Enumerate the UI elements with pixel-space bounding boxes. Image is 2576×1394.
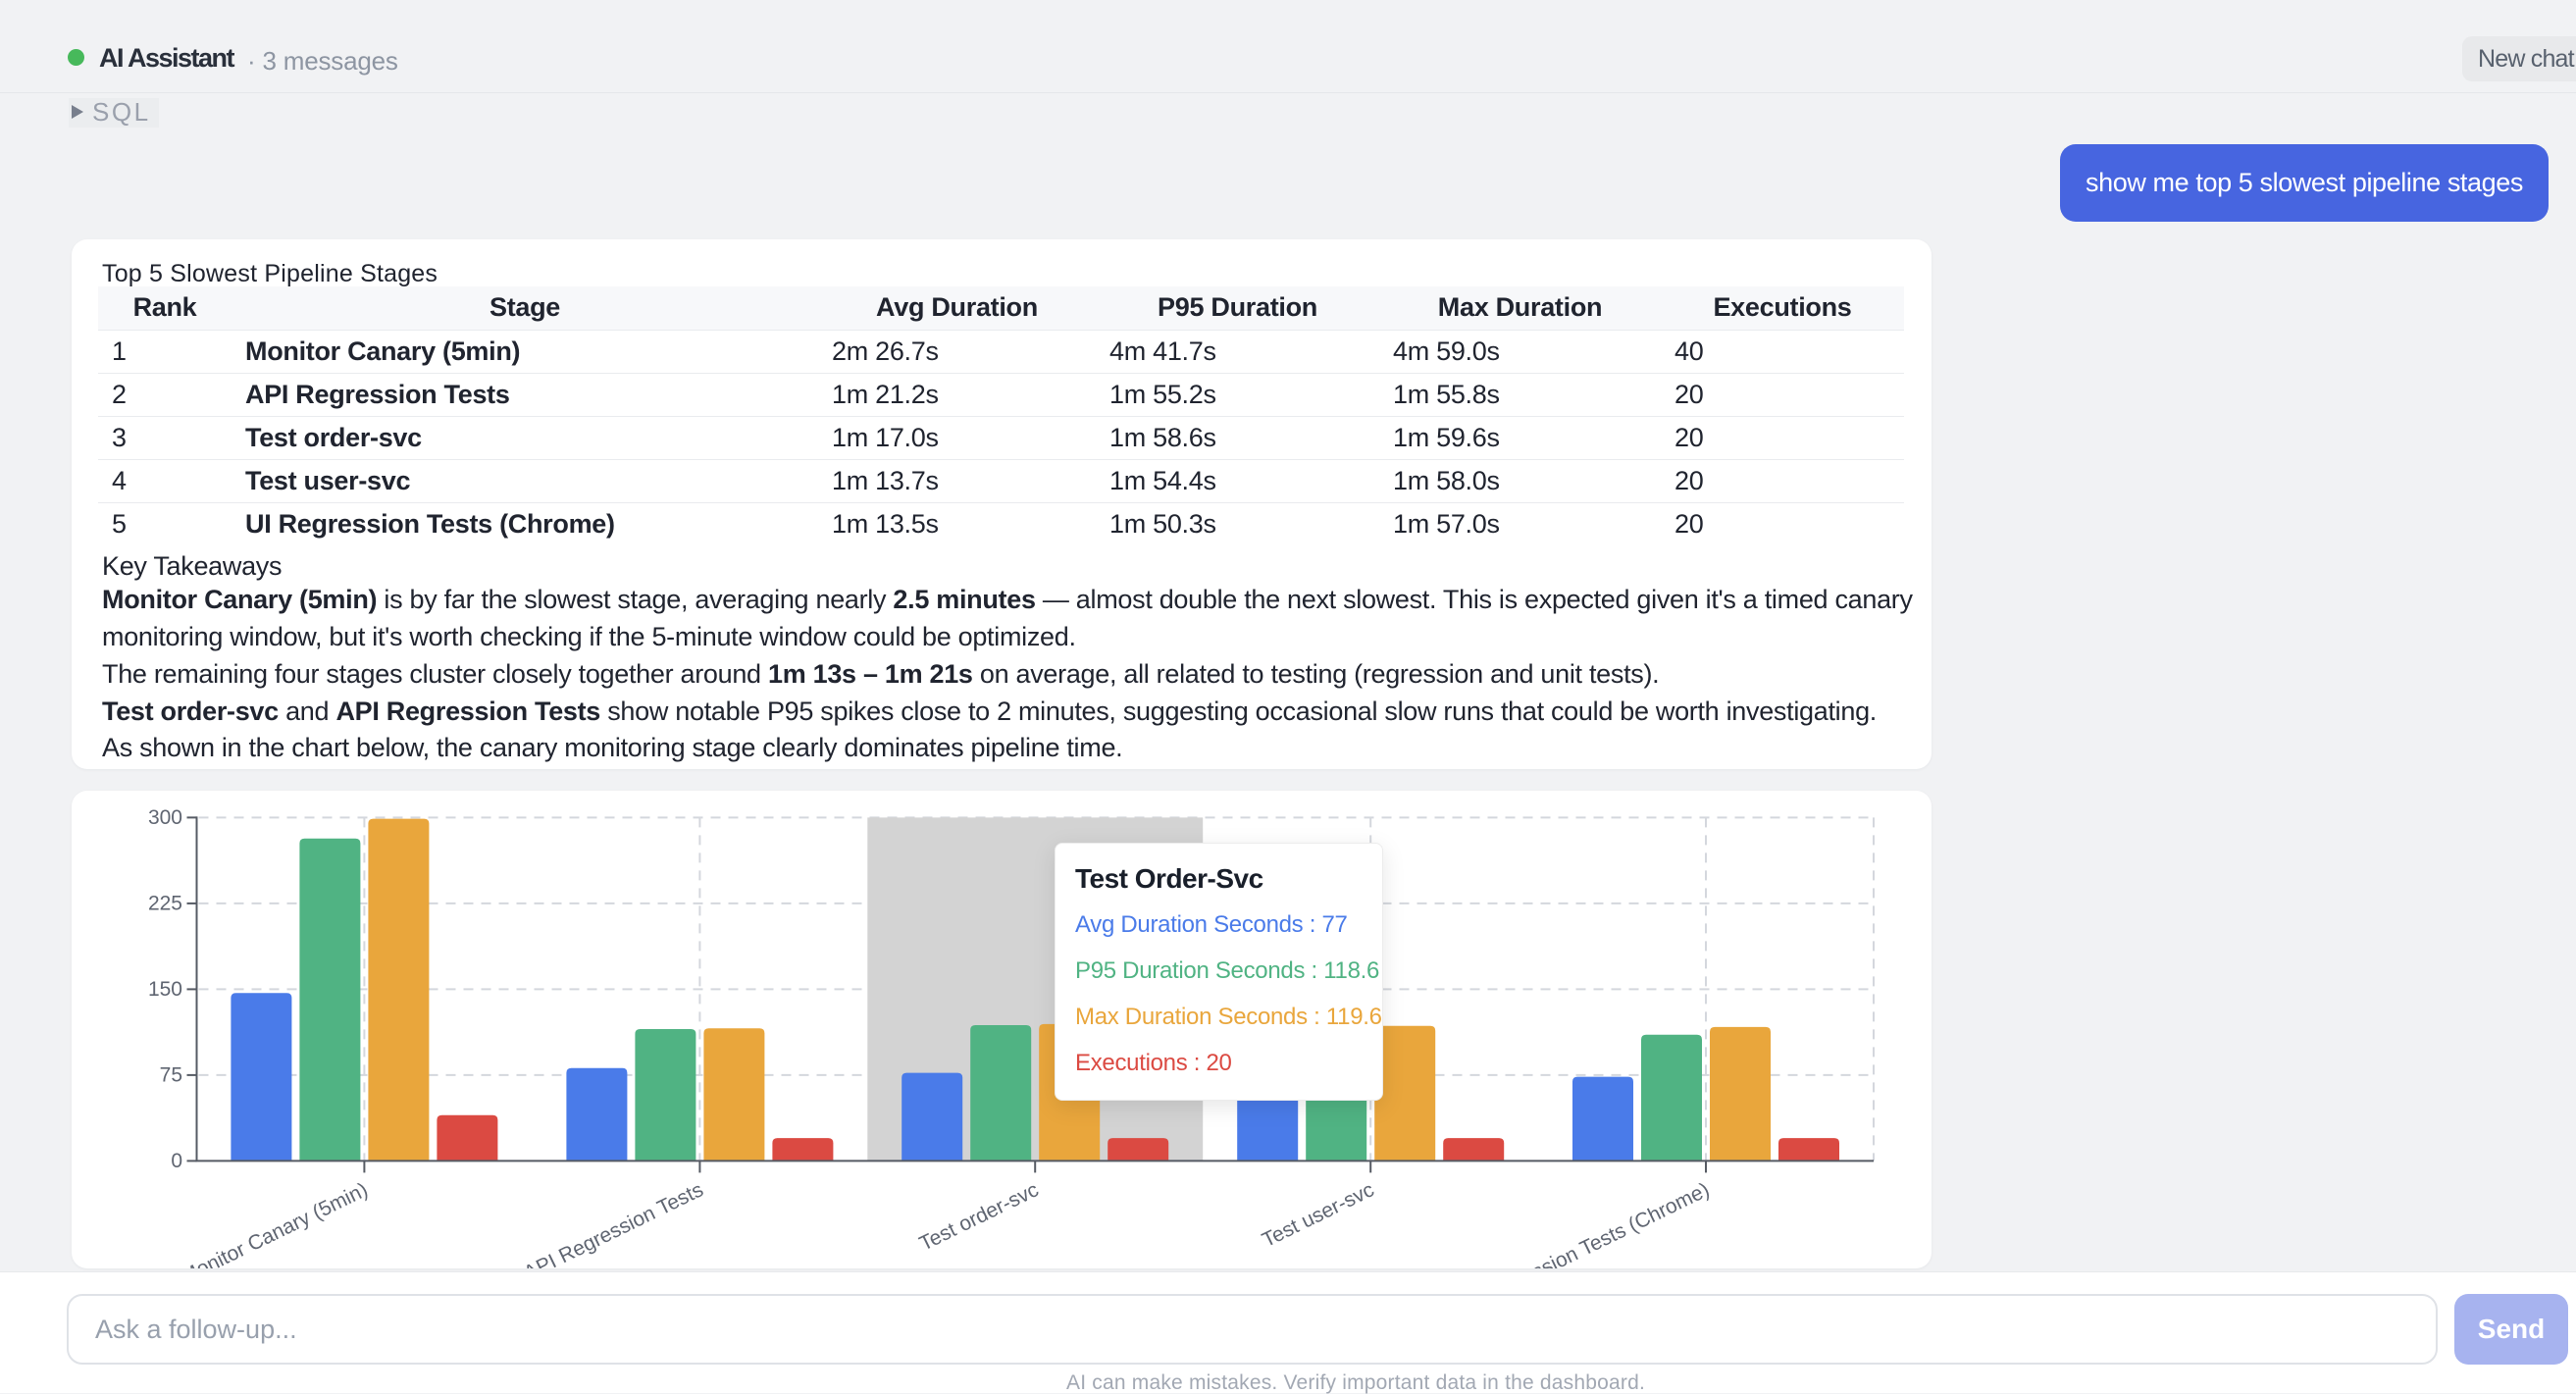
svg-text:Monitor Canary (5min): Monitor Canary (5min) xyxy=(178,1178,372,1268)
svg-text:Test user-svc: Test user-svc xyxy=(1259,1178,1377,1252)
svg-text:API Regression Tests: API Regression Tests xyxy=(520,1178,706,1268)
svg-text:225: 225 xyxy=(148,892,182,914)
svg-text:150: 150 xyxy=(148,978,182,1001)
svg-text:Test order-svc: Test order-svc xyxy=(916,1178,1043,1255)
svg-text:300: 300 xyxy=(148,806,182,829)
svg-text:UI Regression Tests (Chrome): UI Regression Tests (Chrome) xyxy=(1455,1178,1714,1268)
svg-text:0: 0 xyxy=(171,1150,182,1172)
svg-text:75: 75 xyxy=(160,1063,182,1086)
